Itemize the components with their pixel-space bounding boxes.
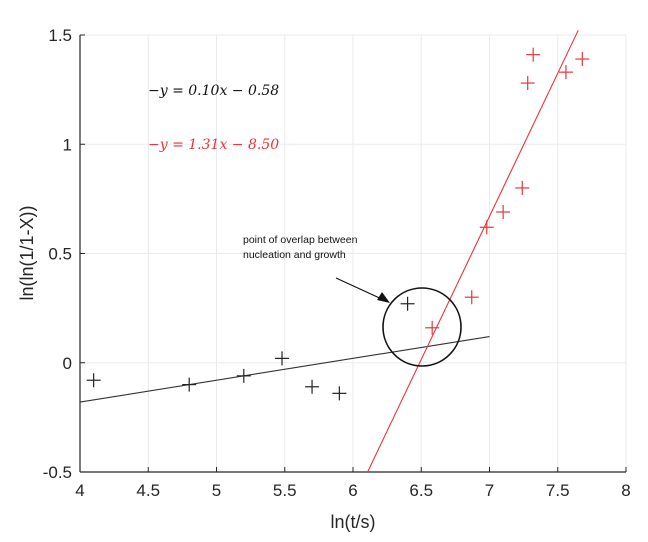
x-tick-label: 7.5 xyxy=(546,481,570,500)
annotation-arrow-shaft xyxy=(335,277,385,301)
y-tick-label: -0.5 xyxy=(43,463,72,482)
fit-line-nucleation xyxy=(79,335,490,403)
x-tick-label: 8 xyxy=(621,481,630,500)
plus-marker-icon xyxy=(464,290,479,305)
x-tick-label: 4.5 xyxy=(136,481,160,500)
overlap-circle xyxy=(382,287,462,367)
x-tick-label: 7 xyxy=(485,481,494,500)
y-tick-label: 1 xyxy=(63,135,72,154)
axes xyxy=(79,34,627,473)
x-tick-label: 5.5 xyxy=(273,481,297,500)
fit-line-growth xyxy=(367,30,579,472)
x-tick-label: 4 xyxy=(75,481,84,500)
plus-marker-icon xyxy=(182,377,197,392)
plus-marker-icon xyxy=(400,296,415,311)
y-tick-label: 1.5 xyxy=(48,26,72,45)
plus-marker-icon xyxy=(558,65,573,80)
annotation-line-1: point of overlap between xyxy=(243,234,358,246)
plus-marker-icon xyxy=(236,368,251,383)
plus-marker-icon xyxy=(275,351,290,366)
plus-marker-icon xyxy=(86,373,101,388)
fit-lines xyxy=(79,30,579,472)
annotation-arrow-head-icon xyxy=(377,292,390,303)
y-tick-label: 0.5 xyxy=(48,245,72,264)
tick-labels: 4 4.5 5 5.5 6 6.5 7 7.5 8 1.5 1 0.5 0 -0.5 xyxy=(43,26,631,500)
plus-marker-icon xyxy=(332,386,347,401)
grid-lines xyxy=(79,34,627,473)
plus-marker-icon xyxy=(496,204,511,219)
equation-nucleation: −y = 0.10x − 0.58 xyxy=(148,83,279,99)
annotation-line-2: nucleation and growth xyxy=(243,249,346,261)
data-markers xyxy=(86,47,590,401)
plus-marker-icon xyxy=(515,180,530,195)
plus-marker-icon xyxy=(526,47,541,62)
plus-marker-icon xyxy=(479,220,494,235)
annotation: point of overlap between nucleation and … xyxy=(243,234,462,367)
x-tick-label: 6 xyxy=(348,481,357,500)
equation-growth: −y = 1.31x − 8.50 xyxy=(148,137,279,153)
y-tick-label: 0 xyxy=(63,354,72,373)
x-tick-label: 6.5 xyxy=(409,481,433,500)
plus-marker-icon xyxy=(575,52,590,67)
y-axis-label: ln(ln(1/1-X)) xyxy=(17,205,37,300)
plus-marker-icon xyxy=(305,379,320,394)
x-tick-label: 5 xyxy=(212,481,221,500)
plus-marker-icon xyxy=(520,76,535,91)
plus-marker-icon xyxy=(425,320,440,335)
x-axis-label: ln(t/s) xyxy=(331,512,376,532)
